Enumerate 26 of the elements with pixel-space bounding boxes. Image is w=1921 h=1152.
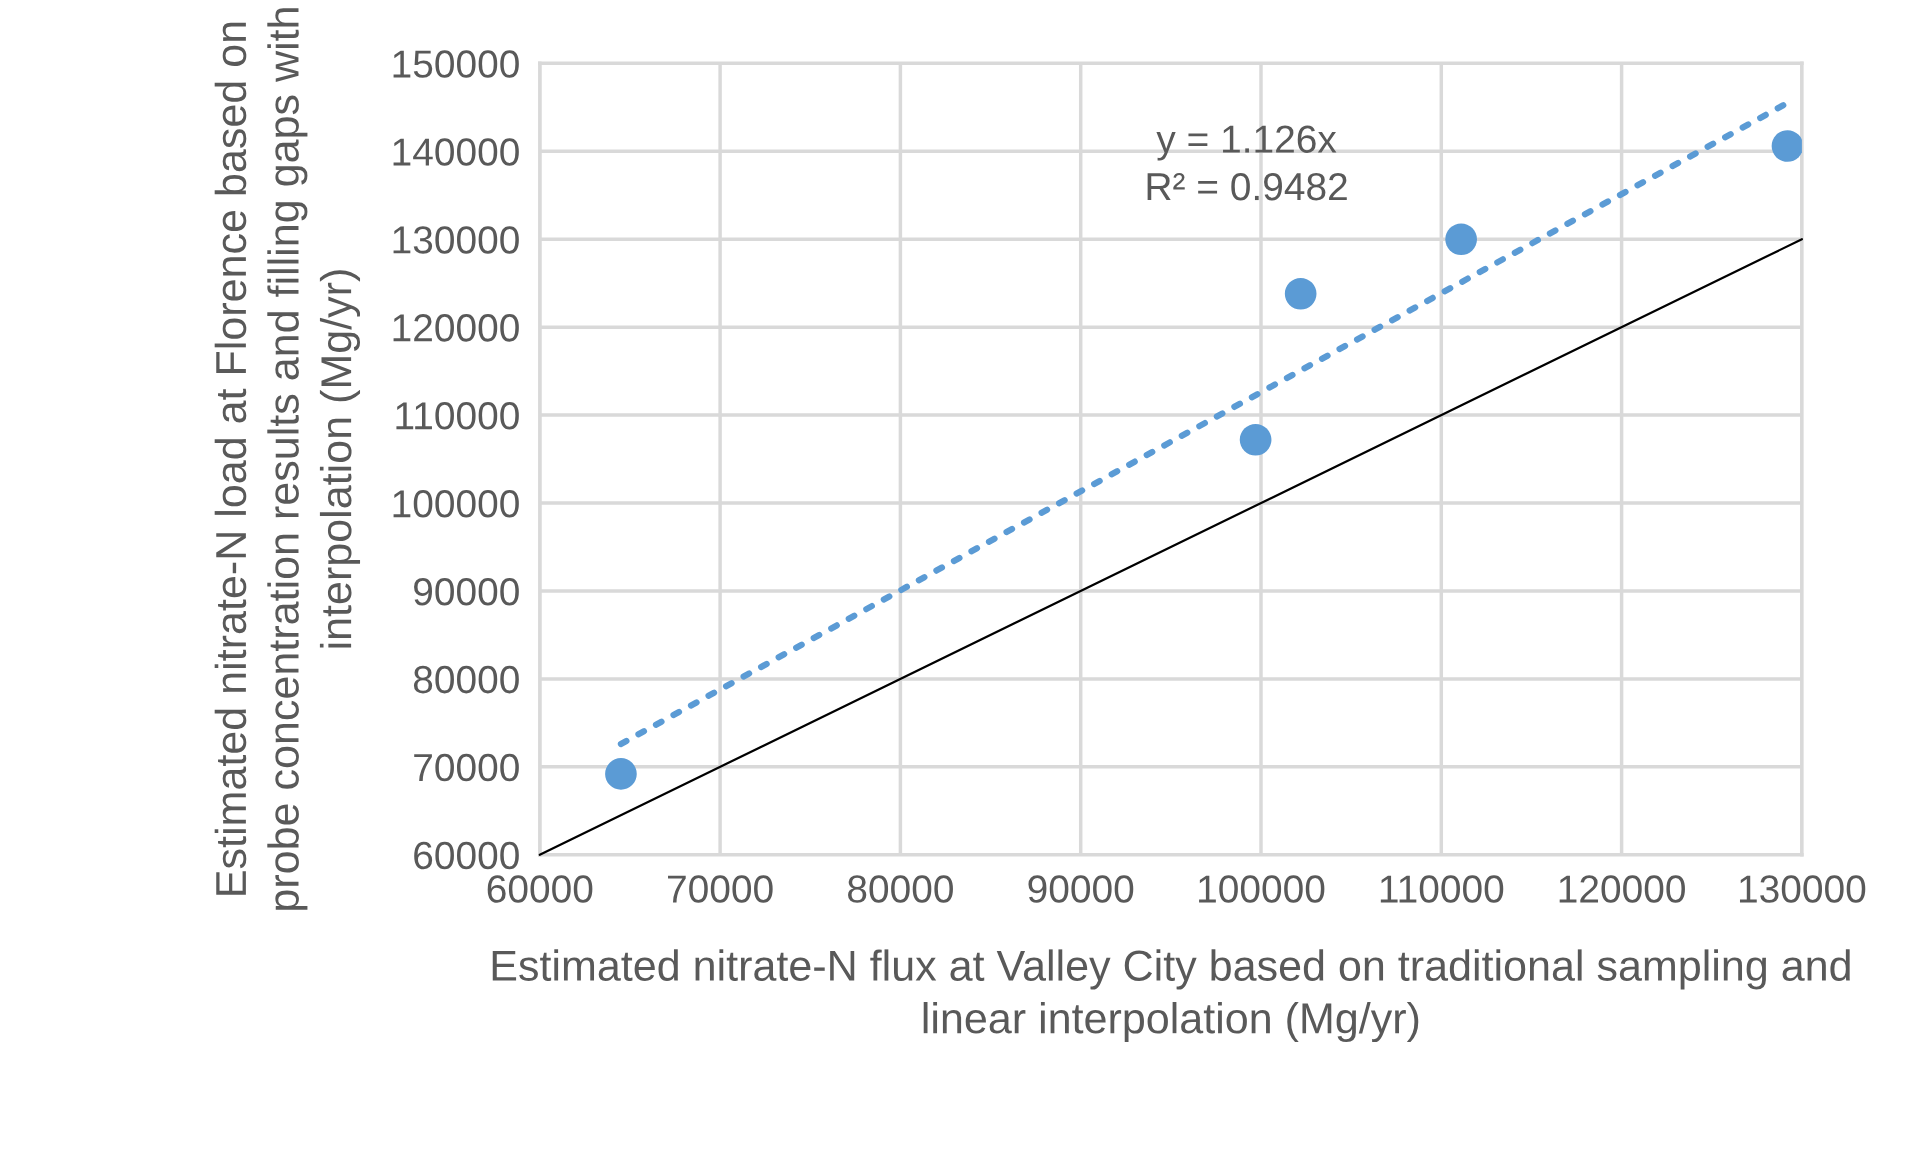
x-tick-label: 100000: [1199, 875, 1325, 903]
y-tick-label: 70000: [414, 753, 519, 782]
x-tick-label: 120000: [1559, 875, 1685, 903]
y-tick-label: 60000: [414, 841, 519, 870]
y-tick-label: 90000: [414, 577, 519, 606]
y-axis-title: Estimated nitrate-N load at Florence based on probe concentration results and filling gaps with interpolation (Mg/yr): [214, 8, 361, 910]
y-tick-label: 100000: [393, 489, 519, 518]
y-tick-label: 140000: [393, 138, 519, 166]
x-axis-title: Estimated nitrate-N flux at Valley City based on traditional sampling and linear interpolation (Mg/yr): [492, 949, 1850, 1043]
x-tick-label: 90000: [1028, 875, 1134, 903]
x-tick-label: 80000: [848, 875, 953, 903]
y-tick-label: 120000: [393, 314, 519, 342]
point: [1284, 277, 1317, 310]
y-tick-label: 150000: [393, 50, 519, 78]
x-tick-label: 60000: [487, 875, 593, 903]
y-tick-label: 80000: [413, 665, 519, 694]
y-tick-label: 110000: [396, 402, 519, 430]
point: [1771, 130, 1802, 162]
point: [605, 758, 637, 790]
x-tick-label: 110000: [1380, 875, 1504, 903]
point: [1239, 423, 1272, 456]
point: [1445, 223, 1477, 256]
annotation: y = 1.126x R² = 0.9482: [1147, 125, 1347, 201]
x-tick-label: 130000: [1739, 875, 1866, 903]
x-tick-label: 70000: [668, 875, 773, 903]
y-tick-label: 130000: [393, 226, 519, 254]
